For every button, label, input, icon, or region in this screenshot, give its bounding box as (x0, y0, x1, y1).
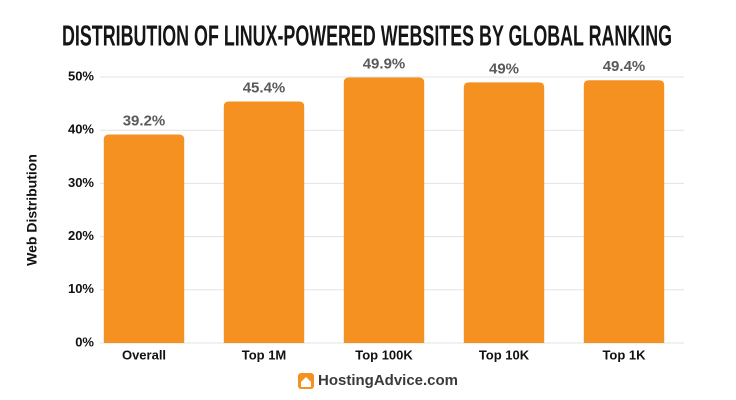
y-tick-label: 10% (68, 281, 94, 296)
y-tick-label: 50% (68, 68, 94, 83)
source: HostingAdvice.com (318, 372, 458, 389)
bar (343, 77, 425, 344)
bar (223, 101, 305, 343)
logo (298, 373, 314, 389)
bar (583, 80, 665, 343)
value-label: 49% (489, 60, 519, 77)
chart-title: DISTRIBUTION OF LINUX-POWERED WEBSITES B… (62, 21, 672, 53)
y-tick-label: 0% (75, 334, 94, 349)
bar (463, 82, 545, 343)
value-label: 49.4% (603, 58, 646, 75)
x-tick-label: Top 10K (479, 347, 530, 362)
x-tick-label: Top 1K (602, 347, 646, 362)
y-tick-label: 30% (68, 175, 94, 190)
value-label: 39.2% (123, 112, 166, 129)
x-tick-label: Top 1M (242, 347, 287, 362)
x-tick-label: Top 100K (355, 347, 413, 362)
bar (103, 134, 185, 343)
value-label: 49.9% (363, 56, 406, 73)
x-tick-label: Overall (122, 347, 166, 362)
y-axis-label: Web Distribution (24, 154, 40, 266)
value-label: 45.4% (243, 79, 286, 96)
y-tick-label: 20% (68, 228, 94, 243)
y-tick-label: 40% (68, 122, 94, 137)
logo-house (301, 377, 311, 387)
